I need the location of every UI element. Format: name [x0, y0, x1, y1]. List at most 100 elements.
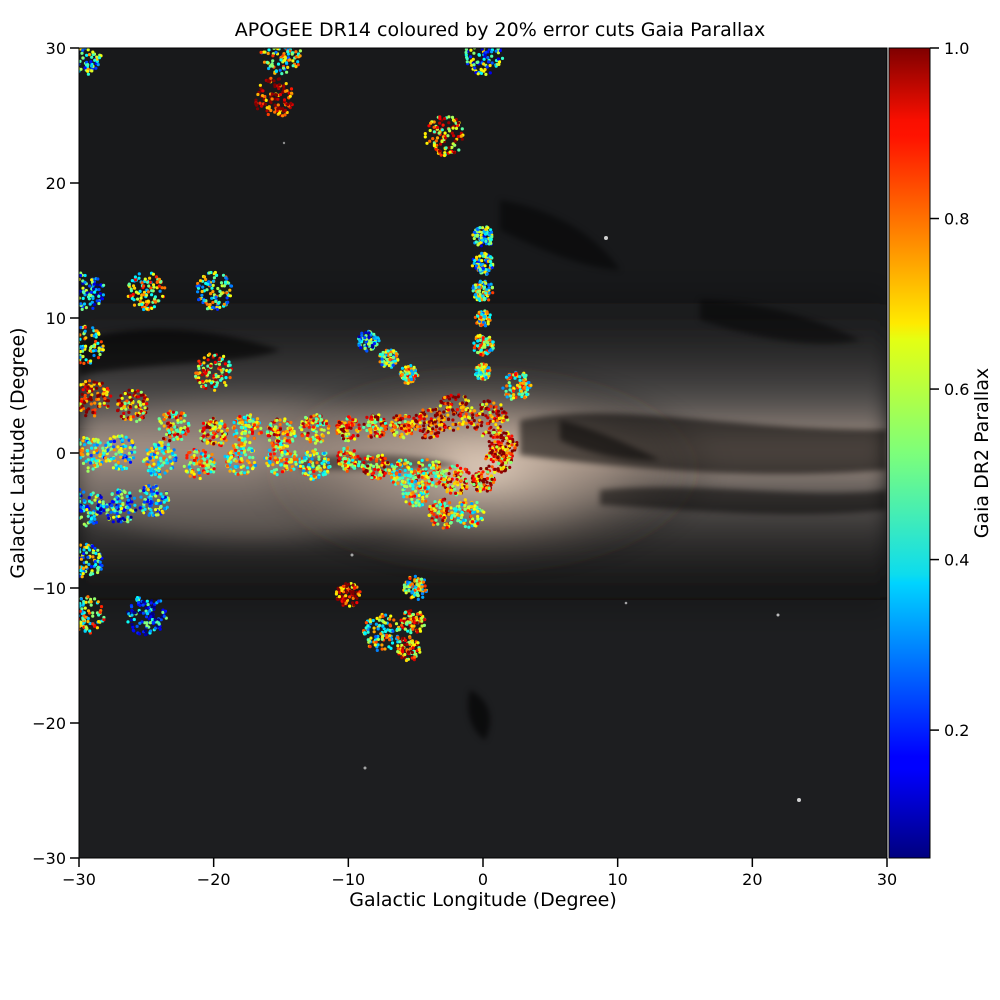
data-point — [425, 490, 429, 494]
data-point — [93, 58, 97, 62]
data-point — [437, 460, 441, 464]
data-point — [123, 401, 127, 406]
data-point — [215, 307, 220, 311]
data-point — [205, 463, 209, 467]
data-point — [75, 490, 78, 493]
data-point — [255, 425, 260, 429]
data-point — [485, 422, 489, 426]
data-point — [235, 445, 239, 449]
data-point — [140, 416, 144, 420]
data-point — [248, 419, 252, 423]
data-point — [148, 280, 152, 284]
data-point — [298, 49, 302, 53]
data-point — [429, 431, 433, 435]
data-point — [487, 283, 491, 287]
data-point — [74, 406, 77, 409]
data-point — [84, 288, 88, 293]
data-point — [255, 420, 259, 424]
data-point — [200, 379, 205, 383]
data-point — [67, 51, 70, 54]
data-point — [430, 511, 434, 515]
data-point — [98, 402, 102, 406]
data-point — [133, 503, 137, 507]
data-point — [139, 296, 143, 300]
data-point — [211, 416, 215, 420]
data-point — [139, 409, 143, 413]
data-point — [142, 458, 146, 462]
data-point — [479, 424, 483, 428]
data-point — [93, 290, 97, 294]
data-point — [196, 468, 200, 472]
data-point — [434, 428, 438, 432]
data-point — [95, 283, 100, 287]
data-point — [460, 127, 464, 131]
data-point — [199, 459, 203, 463]
data-point — [460, 417, 464, 421]
data-point — [366, 423, 370, 427]
data-point — [326, 461, 331, 465]
data-point — [471, 478, 476, 482]
data-point — [446, 417, 451, 421]
data-point — [152, 305, 156, 309]
data-point — [115, 506, 119, 510]
data-point — [75, 340, 78, 343]
data-point — [244, 453, 248, 457]
data-point — [92, 287, 96, 291]
data-point — [75, 360, 78, 363]
field-points — [398, 364, 420, 385]
data-point — [390, 475, 394, 479]
data-point — [105, 505, 109, 509]
data-point — [442, 410, 446, 414]
data-point — [481, 336, 485, 340]
data-point — [156, 299, 160, 303]
data-point — [272, 448, 276, 452]
data-point — [222, 354, 226, 358]
data-point — [174, 412, 178, 416]
data-point — [71, 512, 74, 515]
data-point — [484, 50, 488, 54]
data-point — [367, 341, 371, 345]
field-points — [79, 271, 106, 311]
data-point — [79, 333, 82, 337]
data-point — [461, 486, 465, 490]
data-point — [66, 63, 69, 66]
data-point — [285, 429, 289, 433]
data-point — [283, 417, 287, 421]
data-point — [71, 66, 74, 69]
field-points — [254, 76, 294, 118]
data-point — [492, 401, 496, 405]
data-point — [489, 228, 493, 232]
data-point — [367, 336, 371, 340]
data-point — [437, 474, 441, 478]
data-point — [428, 139, 432, 143]
data-point — [162, 456, 166, 460]
data-point — [102, 283, 106, 287]
data-point — [286, 102, 290, 107]
data-point — [72, 59, 75, 62]
field-points — [378, 348, 400, 369]
data-point — [442, 478, 446, 482]
data-point — [280, 72, 284, 76]
data-point — [99, 340, 103, 344]
data-point — [279, 458, 284, 463]
data-point — [491, 291, 495, 295]
data-point — [362, 460, 366, 465]
data-point — [487, 242, 491, 246]
data-point — [496, 409, 501, 413]
data-point — [472, 409, 476, 413]
data-point — [147, 284, 151, 288]
data-point — [197, 471, 201, 475]
data-point — [90, 384, 94, 388]
data-point — [447, 512, 451, 516]
data-point — [447, 127, 451, 131]
data-point — [198, 362, 202, 366]
data-point — [476, 72, 480, 76]
data-point — [427, 124, 431, 128]
data-point — [225, 291, 229, 295]
data-point — [284, 444, 288, 448]
data-point — [74, 42, 77, 45]
data-point — [406, 365, 410, 369]
data-point — [470, 264, 474, 268]
data-point — [79, 337, 82, 341]
data-point — [435, 466, 439, 470]
